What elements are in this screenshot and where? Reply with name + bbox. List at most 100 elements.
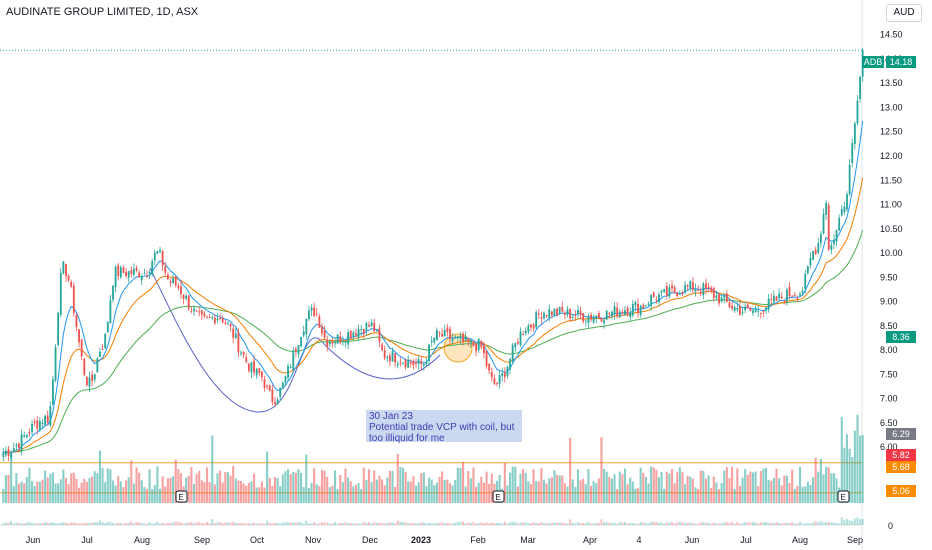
candle-body [569,309,572,319]
candle-body [731,305,734,309]
indicator-bar [414,523,418,525]
volume-bar [443,479,446,503]
candle-body [603,320,606,324]
candle-body [365,322,368,332]
volume-bar [637,488,640,503]
volume-bar [694,487,697,503]
candle-body [323,331,326,338]
volume-bar [399,467,402,503]
candle-body [462,333,464,342]
volume-bar [247,482,250,503]
indicator-bar [650,521,653,525]
volume-bar [691,478,694,503]
candle-body [119,267,122,278]
volume-bar [169,477,172,503]
y-tick-label: 12.00 [880,151,903,161]
volume-bar [655,469,658,503]
volume-bar [650,466,653,503]
volume-bar [524,472,527,503]
volume-bar [819,458,822,503]
volume-bar [151,489,154,503]
candle-body [198,311,201,313]
indicator-bar [542,522,546,525]
indicator-bar [399,521,402,525]
candle-body [375,330,378,332]
volume-bar [313,468,316,503]
volume-bar [200,480,203,503]
volume-bar [699,470,702,503]
volume-bar [101,467,104,503]
indicator-bar [177,522,180,525]
indicator-bar [49,522,52,525]
volume-bar [822,474,825,503]
indicator-bar [200,523,203,525]
volume-bar [268,477,271,503]
x-tick-label: Nov [305,535,322,545]
volume-bar [328,487,331,503]
volume-bar [472,467,475,503]
indicator-bar [334,522,337,525]
indicator-bar [686,522,689,525]
volume-bar [731,466,734,503]
indicator-bar [237,523,240,525]
candle-body [227,322,229,324]
volume-bar [717,489,721,503]
indicator-bar [10,520,13,525]
volume-bar [331,485,334,503]
annotation-note[interactable]: 30 Jan 23 Potential trade VCP with coil,… [366,410,522,444]
indicator-bar [33,523,36,525]
candle-body [660,290,663,293]
indicator-bar [422,522,425,525]
indicator-bar [804,523,807,525]
candle-body [715,295,718,298]
volume-bar [576,469,580,503]
volume-bar [226,472,229,503]
volume-bar [54,483,57,503]
candle-body [671,285,673,289]
candle-body [412,360,415,366]
indicator-bar [446,522,449,525]
volume-bar [806,482,809,503]
indicator-bar [318,523,321,525]
currency-selector[interactable]: AUD [886,4,922,22]
volume-bar [281,474,284,503]
earnings-marker [837,490,850,503]
candle-body [663,288,666,292]
indicator-bar [710,523,713,525]
candle-body [187,295,190,309]
candle-body [673,286,676,293]
candle-body [284,376,287,383]
candle-body [728,302,731,308]
candle-body [193,308,195,312]
volume-bar [618,471,621,503]
indicator-bar [28,521,31,525]
indicator-bar [501,523,504,525]
indicator-bar [59,522,62,525]
candle-body [556,308,558,315]
candle-body [33,421,36,424]
volume-bar [689,476,692,503]
x-tick-labels: Jun Jul Aug Sep Oct Nov Dec 2023 Feb Mar Apr 4 Jun Ju… [26,535,863,545]
indicator-bar [234,522,237,525]
y-tick-label: 11.50 [880,175,902,185]
price-tags: ADB 14.18 8.36 6.29 5.82 5.68 5.06 [862,56,916,497]
indicator-bar [85,523,88,525]
indicator-bar [835,522,838,525]
candle-body [608,312,611,314]
volume-bar [791,469,794,503]
volume-bar [467,471,470,503]
volume-bar [106,468,109,503]
indicator-bar [20,523,23,525]
volume-bar [509,472,512,503]
candle-body [75,315,78,327]
indicator-bar [822,522,825,525]
indicator-bar [532,522,535,525]
volume-bar [579,480,582,503]
candle-body [109,300,112,324]
indicator-bar [216,522,219,525]
indicator-bar [362,521,365,525]
indicator-bar [4,522,7,525]
volume-bar [783,475,786,503]
volume-bar [336,489,339,503]
